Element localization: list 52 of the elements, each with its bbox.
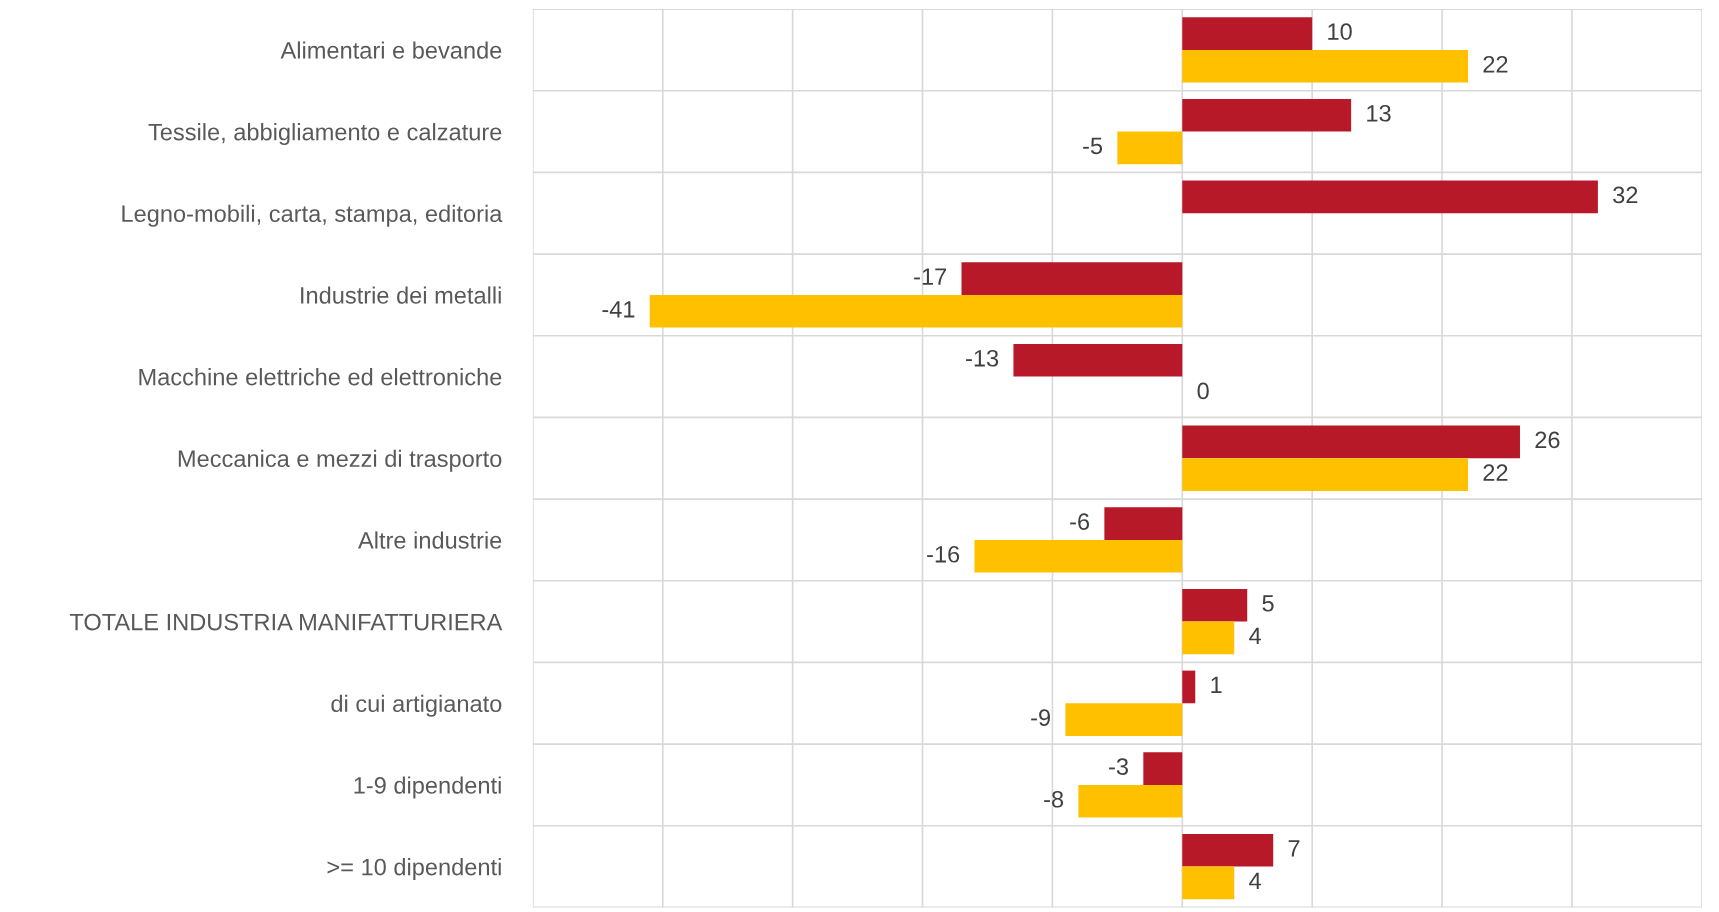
y-tick-label: Macchine elettriche ed elettroniche xyxy=(139,368,502,386)
bar xyxy=(961,262,1183,295)
data-label: 10 xyxy=(1328,23,1352,40)
bar xyxy=(1143,752,1183,785)
data-label: -17 xyxy=(914,268,947,285)
data-label: 1 xyxy=(1211,676,1222,694)
data-label: 32 xyxy=(1613,186,1638,204)
bar xyxy=(1182,588,1248,622)
y-tick-label: Meccanica e mezzi di trasporto xyxy=(178,449,502,472)
data-label: -9 xyxy=(1031,709,1050,726)
data-label: 13 xyxy=(1367,104,1391,122)
data-label: 5 xyxy=(1262,595,1274,612)
data-label: -41 xyxy=(602,301,635,318)
y-tick-label: di cui artigianato xyxy=(331,694,502,717)
data-label: -13 xyxy=(966,349,999,367)
y-tick-label: Tessile, abbigliamento e calzature xyxy=(148,123,502,146)
bar xyxy=(974,539,1183,573)
bar xyxy=(1182,670,1196,704)
data-label: 7 xyxy=(1288,840,1300,857)
y-tick-label: Altre industrie xyxy=(358,531,502,549)
bar xyxy=(1065,703,1183,736)
bar xyxy=(1104,507,1183,540)
y-tick-label: >= 10 dipendenti xyxy=(327,858,501,881)
bar xyxy=(649,294,1183,328)
bar xyxy=(1182,866,1235,900)
data-label: -5 xyxy=(1083,137,1103,155)
data-label: 22 xyxy=(1483,464,1508,481)
bar xyxy=(1182,17,1313,50)
bar xyxy=(1182,49,1469,83)
data-label: 4 xyxy=(1249,872,1261,890)
data-label: -6 xyxy=(1070,513,1090,530)
y-tick-label: Alimentari e bevande xyxy=(280,41,502,59)
bar xyxy=(1182,621,1235,655)
bar xyxy=(1182,98,1352,132)
data-label: 0 xyxy=(1197,382,1209,400)
data-label: -8 xyxy=(1044,790,1064,808)
data-label: -16 xyxy=(927,545,960,563)
data-label: 4 xyxy=(1249,627,1261,645)
data-label: -3 xyxy=(1109,758,1128,775)
data-label: 26 xyxy=(1535,431,1560,449)
bar xyxy=(1078,784,1183,818)
y-tick-label: TOTALE INDUSTRIA MANIFATTURIERA xyxy=(69,613,503,631)
bar xyxy=(1182,458,1469,491)
data-label: 22 xyxy=(1483,55,1508,73)
bar xyxy=(1117,131,1183,165)
y-tick-label: 1-9 dipendenti xyxy=(354,776,501,799)
bar xyxy=(1013,343,1183,377)
bar xyxy=(1182,180,1598,214)
bar xyxy=(1182,425,1520,459)
bar xyxy=(1182,833,1274,867)
y-tick-label: Industrie dei metalli xyxy=(301,286,501,304)
y-tick-label: Legno-mobili, carta, stampa, editoria xyxy=(122,204,503,227)
